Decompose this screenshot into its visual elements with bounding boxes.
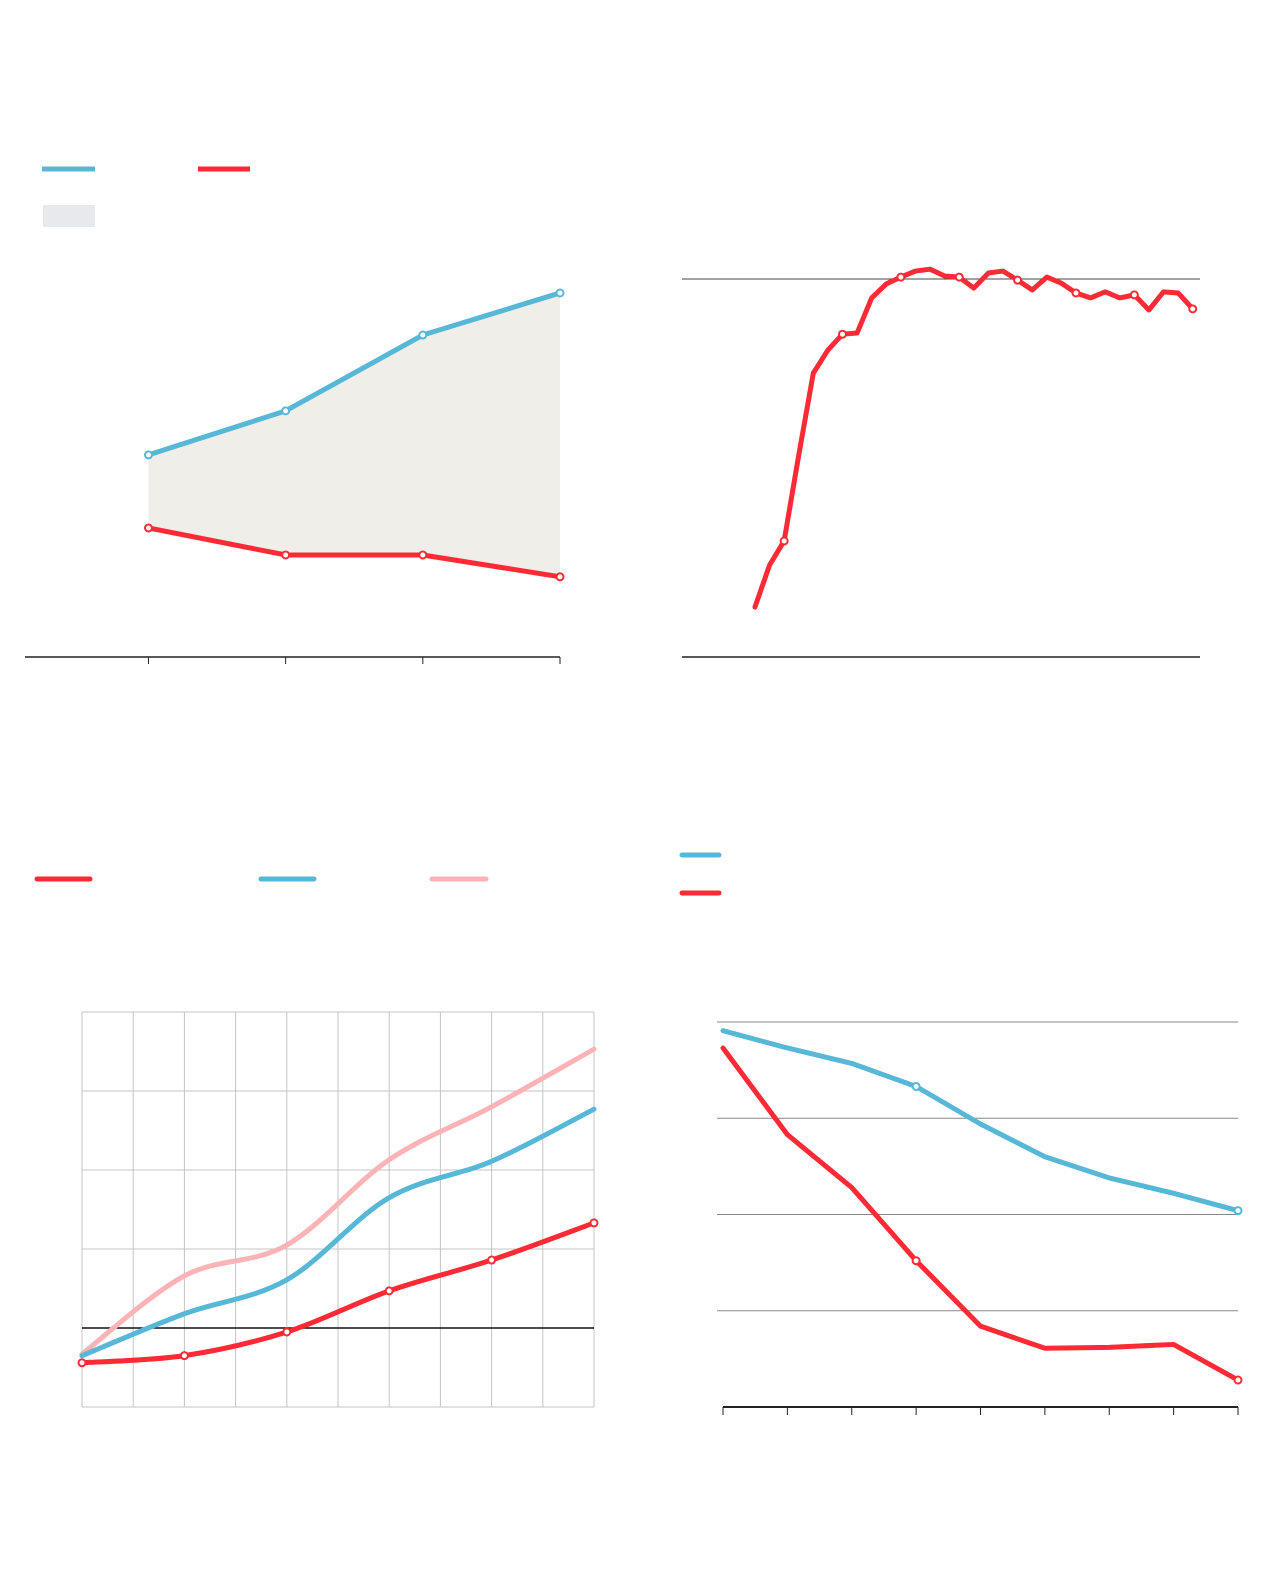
data-point-marker xyxy=(1013,275,1023,285)
gap-band xyxy=(148,292,560,577)
data-point-marker xyxy=(911,1081,921,1091)
series-line-1 xyxy=(720,1045,1241,1383)
data-point-marker xyxy=(555,288,565,298)
data-point-marker xyxy=(1233,1375,1243,1385)
data-point-marker xyxy=(281,550,291,560)
series-line-1 xyxy=(145,525,563,580)
series-line-2 xyxy=(79,1220,597,1366)
data-point-marker xyxy=(1129,290,1139,300)
data-point-marker xyxy=(1071,288,1081,298)
data-point-marker xyxy=(896,272,906,282)
data-point-marker xyxy=(179,1351,189,1361)
data-point-marker xyxy=(954,272,964,282)
chart-4 xyxy=(679,852,1243,1415)
data-point-marker xyxy=(418,330,428,340)
series-line-0 xyxy=(752,266,1196,610)
data-point-marker xyxy=(384,1286,394,1296)
data-point-marker xyxy=(555,572,565,582)
data-point-marker xyxy=(418,550,428,560)
series-line-0 xyxy=(720,1028,1241,1214)
series-line-0 xyxy=(79,1046,597,1357)
data-point-marker xyxy=(487,1255,497,1265)
legend-swatch-band xyxy=(43,205,95,227)
data-point-marker xyxy=(838,329,848,339)
data-point-marker xyxy=(282,1327,292,1337)
data-point-marker xyxy=(911,1256,921,1266)
series-line-1 xyxy=(79,1106,597,1359)
data-point-marker xyxy=(1233,1206,1243,1216)
series-line-0 xyxy=(145,290,563,458)
data-point-marker xyxy=(1188,304,1198,314)
chart-2 xyxy=(682,266,1200,658)
data-point-marker xyxy=(589,1218,599,1228)
data-point-marker xyxy=(143,523,153,533)
chart-1 xyxy=(25,166,565,664)
data-point-marker xyxy=(143,450,153,460)
chart-3 xyxy=(34,876,599,1408)
data-point-marker xyxy=(77,1358,87,1368)
data-point-marker xyxy=(281,406,291,416)
data-point-marker xyxy=(779,536,789,546)
